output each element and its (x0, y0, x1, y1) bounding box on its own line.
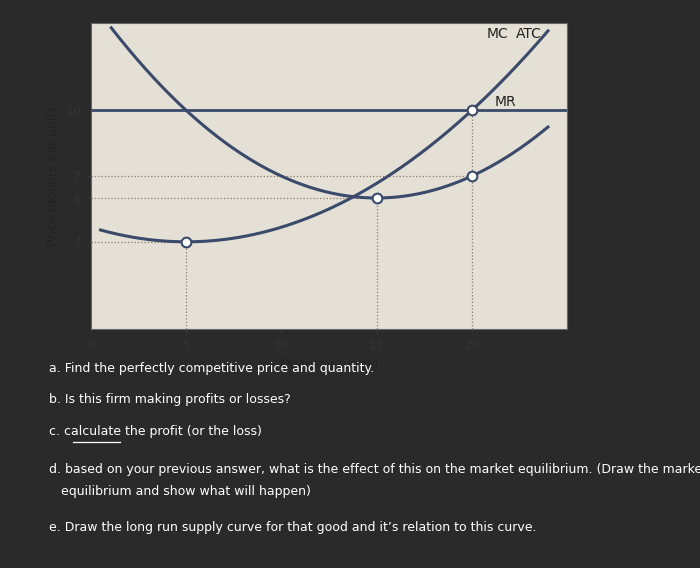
Text: ATC: ATC (516, 27, 542, 41)
Text: d. based on your previous answer, what is the effect of this on the market equil: d. based on your previous answer, what i… (49, 462, 700, 475)
Text: equilibrium and show what will happen): equilibrium and show what will happen) (49, 485, 311, 498)
Text: c. calculate the profit (or the loss): c. calculate the profit (or the loss) (49, 424, 262, 437)
Y-axis label: Price (dolalrs per unit): Price (dolalrs per unit) (47, 106, 60, 246)
Text: MC: MC (487, 27, 509, 41)
X-axis label: Quantity (units): Quantity (units) (280, 358, 378, 371)
Text: a. Find the perfectly competitive price and quantity.: a. Find the perfectly competitive price … (49, 362, 374, 375)
Text: b. Is this firm making profits or losses?: b. Is this firm making profits or losses… (49, 393, 290, 406)
Text: MR: MR (495, 95, 517, 109)
Text: e. Draw the long run supply curve for that good and it’s relation to this curve.: e. Draw the long run supply curve for th… (49, 521, 536, 534)
